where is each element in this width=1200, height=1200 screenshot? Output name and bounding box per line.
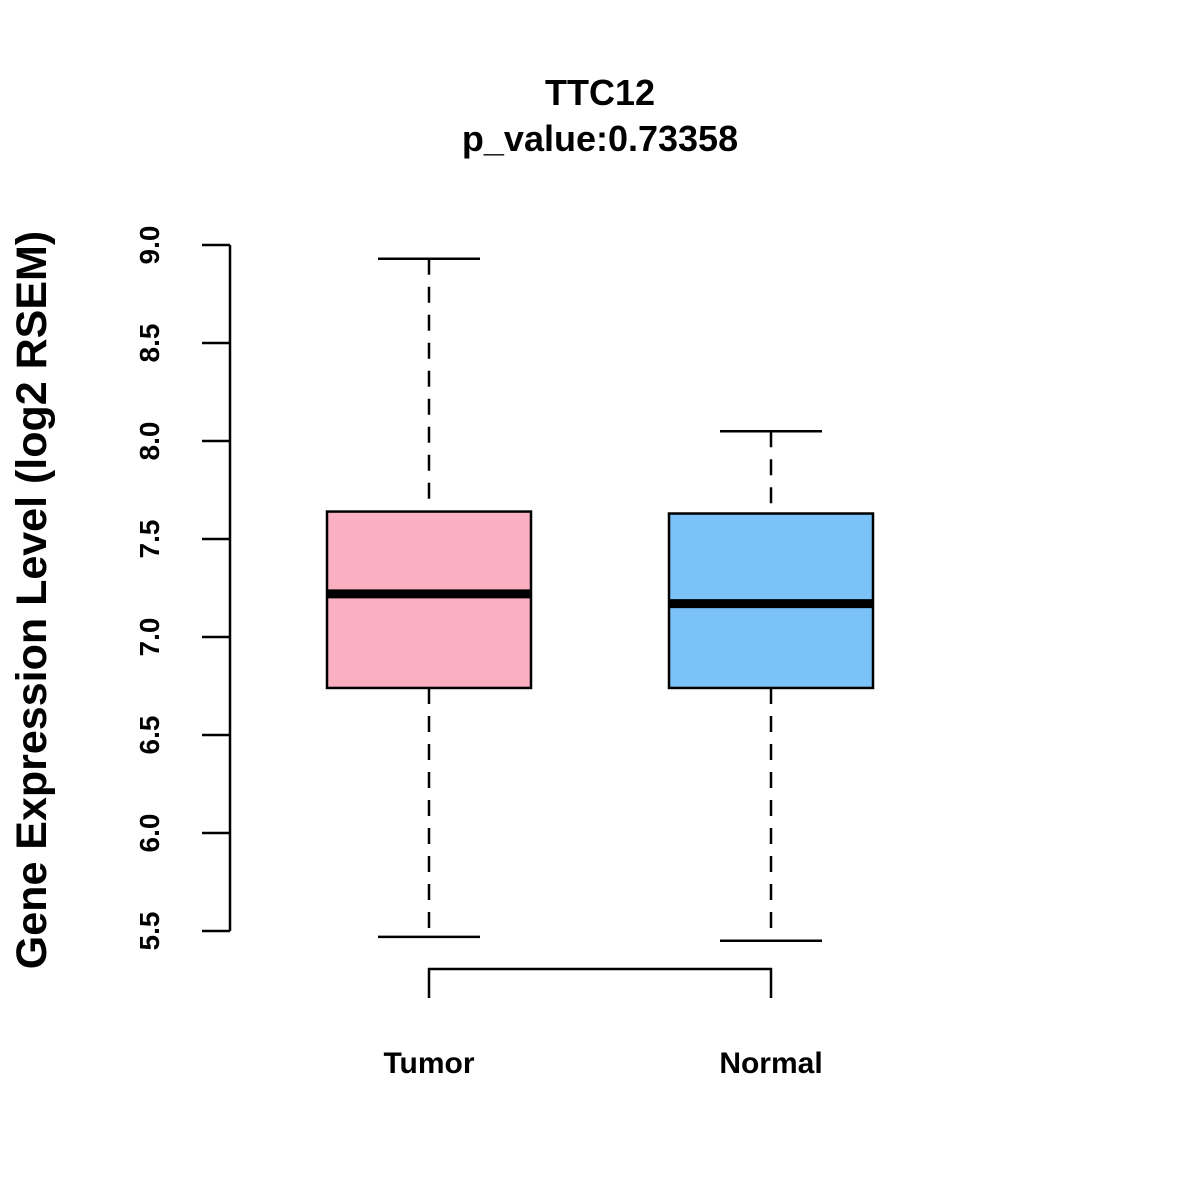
iqr-box — [325, 510, 533, 690]
x-label-normal: Normal — [719, 1047, 822, 1080]
comparison-bracket — [427, 967, 773, 998]
y-tick-label: 7.0 — [134, 618, 165, 657]
y-tick-label: 8.5 — [134, 324, 165, 363]
boxes-group — [325, 257, 875, 943]
box-tumor — [325, 257, 533, 939]
box-normal — [667, 429, 875, 943]
y-axis: 5.5 6.0 6.5 7.0 7.5 8.0 8.5 9.0 — [134, 226, 232, 951]
chart-title: TTC12 — [545, 72, 655, 113]
y-tick-label: 9.0 — [134, 226, 165, 265]
y-tick-label: 5.5 — [134, 912, 165, 951]
x-axis-labels: Tumor Normal — [383, 1047, 822, 1080]
y-tick-label: 6.0 — [134, 814, 165, 853]
y-tick-label: 8.0 — [134, 422, 165, 461]
y-axis-label: Gene Expression Level (log2 RSEM) — [8, 231, 56, 969]
chart-subtitle: p_value:0.73358 — [462, 118, 738, 159]
y-tick-label: 7.5 — [134, 520, 165, 559]
y-tick-label: 6.5 — [134, 716, 165, 755]
x-label-tumor: Tumor — [383, 1047, 474, 1080]
bracket-line — [427, 967, 773, 998]
